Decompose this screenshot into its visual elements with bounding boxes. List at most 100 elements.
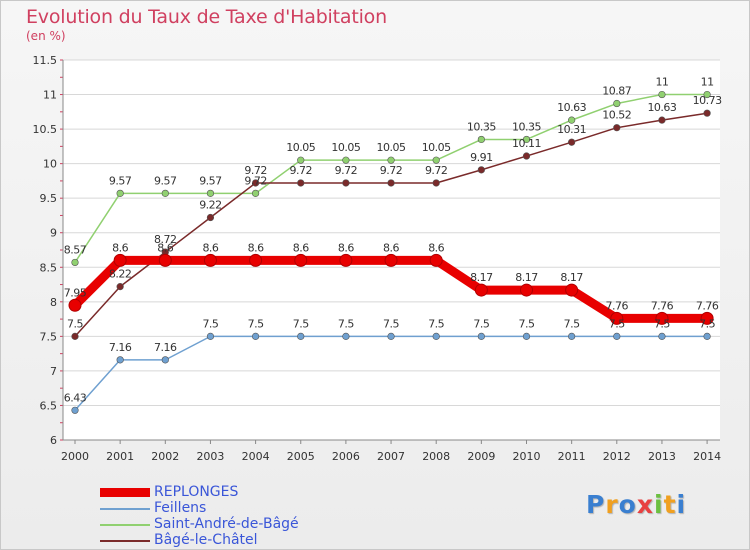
data-label: 10.35 bbox=[512, 120, 541, 133]
data-point bbox=[158, 253, 172, 267]
data-label: 7.76 bbox=[651, 299, 674, 312]
x-tick-label: 2007 bbox=[377, 450, 405, 463]
data-point bbox=[658, 332, 666, 340]
logo-letter: i bbox=[654, 490, 664, 519]
data-point bbox=[568, 138, 576, 146]
logo-letter: r bbox=[605, 490, 619, 519]
proxiti-logo[interactable]: Proxiti bbox=[586, 490, 686, 519]
data-label: 10.52 bbox=[602, 109, 631, 122]
data-point bbox=[703, 109, 711, 117]
legend-swatch-bage-le-chatel bbox=[100, 540, 150, 542]
data-point bbox=[477, 332, 485, 340]
data-point bbox=[71, 258, 79, 267]
y-tick-label: 10.5 bbox=[33, 123, 58, 136]
data-label: 11 bbox=[701, 76, 714, 89]
data-point bbox=[429, 253, 443, 267]
data-point bbox=[700, 311, 714, 325]
data-point bbox=[655, 311, 669, 325]
legend-swatch-saint-andre bbox=[100, 524, 150, 526]
data-label: 10.87 bbox=[602, 85, 631, 98]
data-label: 9.57 bbox=[199, 174, 222, 187]
data-label: 8.6 bbox=[383, 241, 399, 254]
x-tick-label: 2004 bbox=[242, 450, 270, 463]
data-label: 7.5 bbox=[473, 317, 489, 330]
data-label: 9.57 bbox=[109, 174, 132, 187]
data-label: 9.22 bbox=[199, 199, 222, 212]
data-point bbox=[342, 332, 350, 340]
data-label: 9.91 bbox=[470, 151, 493, 164]
data-point bbox=[116, 283, 124, 291]
data-point bbox=[339, 253, 353, 267]
x-tick-label: 2003 bbox=[196, 450, 224, 463]
y-tick-label: 11.5 bbox=[33, 54, 58, 67]
x-tick-label: 2012 bbox=[603, 450, 631, 463]
data-label: 10.05 bbox=[286, 141, 315, 154]
data-point bbox=[658, 90, 666, 99]
legend-swatch-replonges bbox=[100, 488, 150, 497]
data-point bbox=[522, 332, 531, 340]
data-point bbox=[703, 332, 711, 340]
y-tick-label: 11 bbox=[43, 89, 57, 102]
data-point bbox=[252, 189, 260, 197]
logo-letter: o bbox=[618, 490, 637, 519]
data-label: 10.63 bbox=[557, 101, 586, 114]
x-tick-label: 2014 bbox=[693, 450, 721, 463]
data-point bbox=[522, 152, 531, 160]
data-point bbox=[474, 283, 488, 297]
data-label: 7.5 bbox=[654, 317, 670, 330]
data-point bbox=[568, 116, 576, 124]
data-label: 8.6 bbox=[338, 241, 354, 254]
y-tick-label: 6.5 bbox=[40, 399, 58, 412]
data-label: 9.72 bbox=[380, 164, 403, 177]
data-label: 10.35 bbox=[467, 120, 496, 133]
data-label: 9.72 bbox=[244, 174, 267, 187]
data-point bbox=[113, 253, 127, 267]
data-label: 7.5 bbox=[564, 317, 580, 330]
data-point bbox=[613, 124, 621, 132]
data-point bbox=[297, 179, 305, 187]
data-point bbox=[432, 332, 440, 340]
data-point bbox=[432, 179, 440, 187]
x-tick-label: 2011 bbox=[558, 450, 586, 463]
data-point bbox=[342, 179, 350, 187]
x-tick-label: 2005 bbox=[287, 450, 315, 463]
x-tick-label: 2001 bbox=[106, 450, 134, 463]
legend-label: Bâgé-le-Châtel bbox=[154, 532, 258, 548]
data-point bbox=[477, 135, 485, 144]
data-label: 7.5 bbox=[699, 317, 715, 330]
data-label: 7.5 bbox=[338, 317, 354, 330]
data-label: 11 bbox=[655, 76, 668, 89]
data-label: 7.16 bbox=[154, 341, 177, 354]
data-label: 8.6 bbox=[157, 241, 173, 254]
chart-title: Evolution du Taux de Taxe d'Habitation bbox=[26, 6, 387, 28]
data-label: 10.05 bbox=[422, 141, 451, 154]
logo-letter: t bbox=[663, 490, 677, 519]
data-label: 8.6 bbox=[428, 241, 444, 254]
data-point bbox=[206, 189, 215, 197]
data-label: 10.73 bbox=[693, 94, 722, 107]
data-label: 7.76 bbox=[696, 299, 719, 312]
logo-letter: i bbox=[676, 490, 687, 519]
x-tick-label: 2006 bbox=[332, 450, 360, 463]
legend-label: Feillens bbox=[154, 500, 207, 516]
data-point bbox=[161, 189, 169, 197]
data-label: 7.16 bbox=[109, 341, 132, 354]
data-label: 7.5 bbox=[202, 317, 218, 330]
legend-swatch-feillens bbox=[100, 508, 150, 510]
data-point bbox=[703, 90, 711, 99]
y-tick-label: 7.5 bbox=[40, 330, 58, 343]
logo-letter: x bbox=[636, 490, 654, 519]
data-label: 9.72 bbox=[244, 164, 267, 177]
data-point bbox=[294, 253, 308, 267]
data-point bbox=[387, 179, 395, 187]
x-tick-label: 2009 bbox=[467, 450, 495, 463]
data-point bbox=[432, 156, 440, 164]
data-label: 8.17 bbox=[470, 271, 493, 284]
data-label: 7.5 bbox=[293, 317, 309, 330]
data-point bbox=[206, 213, 215, 222]
legend-label: Saint-André-de-Bâgé bbox=[154, 516, 299, 532]
data-label: 8.6 bbox=[202, 241, 218, 254]
data-label: 8.6 bbox=[112, 241, 128, 254]
plot-area bbox=[63, 60, 720, 440]
data-label: 10.63 bbox=[647, 101, 676, 114]
